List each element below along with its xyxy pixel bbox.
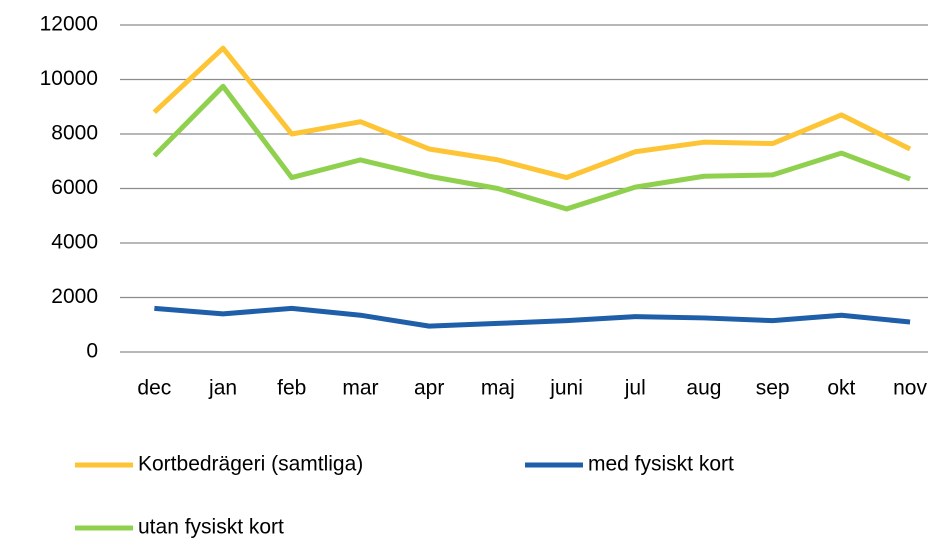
- data-line: [152, 83, 911, 212]
- x-tick-label: nov: [893, 377, 927, 400]
- x-tick-label: jan: [208, 377, 237, 400]
- y-tick-label: 0: [86, 340, 98, 363]
- y-tick-label: 12000: [40, 13, 98, 36]
- y-tick-label: 10000: [40, 67, 98, 90]
- y-tick-label: 8000: [51, 122, 98, 145]
- y-tick-label: 4000: [51, 231, 98, 254]
- y-tick-label: 2000: [51, 285, 98, 308]
- x-tick-label: okt: [827, 377, 855, 400]
- legend-label: med fysiskt kort: [588, 453, 734, 476]
- data-line: [154, 305, 911, 329]
- x-tick-label: sep: [756, 377, 790, 400]
- y-tick-label: 6000: [51, 176, 98, 199]
- x-tick-label: aug: [686, 377, 721, 400]
- data-line: [152, 45, 912, 181]
- x-tick-label: maj: [481, 377, 515, 400]
- x-tick-label: jul: [624, 377, 646, 400]
- legend-label: Kortbedrägeri (samtliga): [138, 453, 363, 476]
- x-tick-label: feb: [277, 377, 306, 400]
- x-tick-label: apr: [414, 377, 444, 400]
- x-tick-label: mar: [342, 377, 378, 400]
- x-tick-label: juni: [549, 377, 583, 400]
- legend-label: utan fysiskt kort: [138, 516, 284, 539]
- x-tick-label: dec: [137, 377, 171, 400]
